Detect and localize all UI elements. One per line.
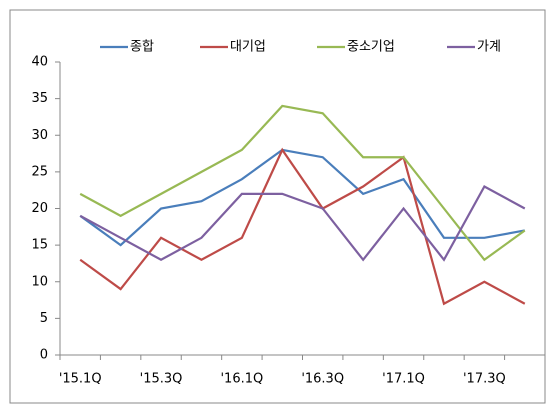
series-line (79, 185, 526, 262)
x-tick-label: '15.3Q (140, 372, 183, 387)
series-line (79, 147, 526, 306)
x-tick-label: '16.3Q (301, 372, 344, 387)
x-tick-label: '16.1Q (220, 372, 263, 387)
legend-label: 종합 (130, 40, 154, 55)
chart-frame (9, 9, 546, 404)
y-tick-label: 10 (31, 274, 48, 289)
legend-label: 중소기업 (347, 40, 395, 55)
y-tick-label: 35 (31, 91, 48, 106)
x-tick-label: '17.3Q (463, 372, 506, 387)
x-tick-label: '15.1Q (59, 372, 102, 387)
y-tick-label: 20 (31, 201, 48, 216)
legend-label: 대기업 (230, 40, 266, 55)
y-tick-label: 30 (31, 128, 48, 143)
y-tick-label: 5 (40, 311, 48, 326)
legend-label: 가계 (477, 40, 501, 55)
series-line (79, 148, 525, 247)
x-tick-label: '17.1Q (382, 372, 425, 387)
y-tick-label: 15 (31, 238, 48, 253)
series-line (79, 104, 526, 262)
y-tick-label: 25 (31, 164, 48, 179)
y-tick-label: 40 (31, 55, 48, 70)
y-tick-label: 0 (40, 348, 48, 363)
